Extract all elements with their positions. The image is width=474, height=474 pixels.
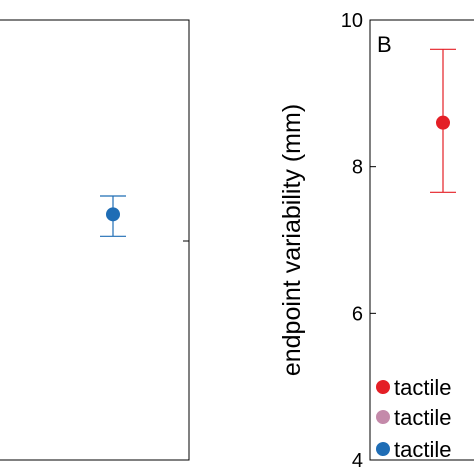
panel-a-points xyxy=(100,195,126,237)
panel-b-point-0 xyxy=(436,115,450,130)
y-axis-title: endpoint variability (mm) xyxy=(278,104,306,376)
legend-marker-1 xyxy=(376,410,390,424)
panel-a-frame xyxy=(0,19,190,461)
panel-b-letter: B xyxy=(377,32,392,57)
legend-label-1: tactile xyxy=(394,405,451,430)
y-tick-label-6: 6 xyxy=(352,303,363,325)
y-tick-label-8: 8 xyxy=(352,157,363,179)
legend-label-0: tactile xyxy=(394,375,451,400)
panel-b-frame xyxy=(369,19,474,461)
legend-marker-0 xyxy=(376,380,390,394)
panel-a-point-0 xyxy=(106,207,120,222)
panel-b: 4 6 8 10 B endpoint variability (mm) tactil… xyxy=(278,10,474,472)
legend: tactile tactile tactile xyxy=(376,375,451,462)
y-tick-label-4: 4 xyxy=(352,450,363,472)
panel-a xyxy=(0,19,190,461)
y-tick-label-10: 10 xyxy=(341,10,363,32)
legend-label-2: tactile xyxy=(394,437,451,462)
legend-marker-2 xyxy=(376,442,390,456)
panel-b-points xyxy=(430,48,456,193)
panel-b-y-ticks: 4 6 8 10 xyxy=(341,10,376,472)
